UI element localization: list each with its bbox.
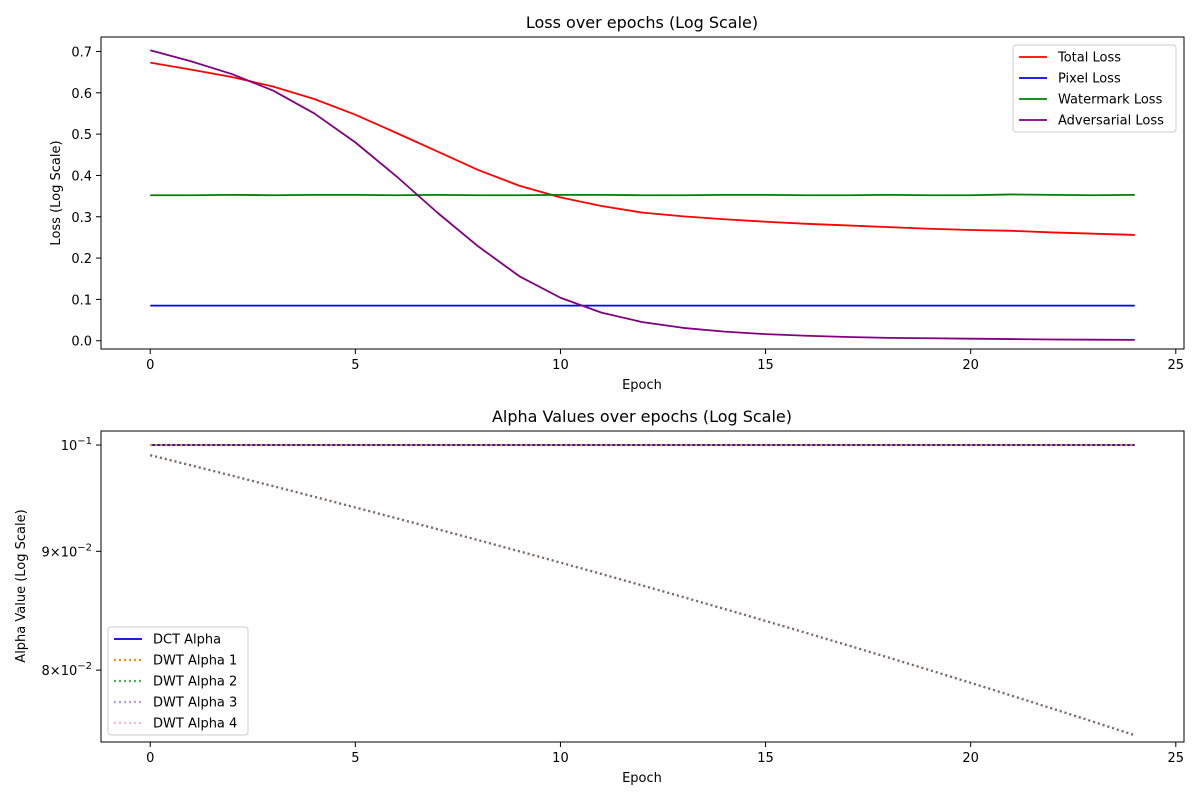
legend-entry: DWT Alpha 2 xyxy=(153,675,237,690)
y-tick-label: 0.4 xyxy=(71,169,92,184)
alpha-chart-lines xyxy=(149,443,1136,737)
loss-chart-title: Loss over epochs (Log Scale) xyxy=(526,13,758,32)
loss-chart-legend: Total Loss Pixel Loss Watermark Loss Advers… xyxy=(1012,44,1177,133)
alpha-chart-legend: DCT Alpha DWT Alpha 1 DWT Alpha 2 DWT Alpha… xyxy=(107,626,249,736)
alpha-chart-ylabel: Alpha Value (Log Scale) xyxy=(14,509,29,662)
y-tick-label: 0.0 xyxy=(71,335,92,350)
x-tick-label: 10 xyxy=(552,358,569,373)
legend-box xyxy=(107,626,249,736)
legend-box xyxy=(1012,44,1177,133)
series-line-0-3 xyxy=(149,49,1135,341)
alpha-chart-xticks: 0 5 10 15 20 25 xyxy=(146,742,1184,766)
legend-entry: DCT Alpha xyxy=(153,633,221,648)
x-tick-label: 0 xyxy=(146,751,154,766)
legend-entry: DWT Alpha 1 xyxy=(153,654,237,669)
y-tick-label: 10−1 xyxy=(61,436,92,454)
x-tick-label: 5 xyxy=(351,358,359,373)
y-tick-label: 0.1 xyxy=(71,293,92,308)
x-tick-label: 15 xyxy=(757,358,774,373)
loss-chart-xticks: 0 5 10 15 20 25 xyxy=(146,349,1184,373)
loss-chart-frame xyxy=(100,36,1185,350)
loss-chart-lines xyxy=(149,49,1135,341)
alpha-chart-xlabel: Epoch xyxy=(622,771,662,786)
legend-entry: Total Loss xyxy=(1057,51,1121,66)
x-tick-label: 25 xyxy=(1168,358,1185,373)
legend-entry: Pixel Loss xyxy=(1058,72,1121,87)
legend-entry: DWT Alpha 4 xyxy=(153,717,237,732)
x-tick-label: 15 xyxy=(757,751,774,766)
y-tick-label: 0.2 xyxy=(71,252,92,267)
legend-entry: Adversarial Loss xyxy=(1058,114,1164,129)
legend-entry: DWT Alpha 3 xyxy=(153,696,237,711)
alpha-chart: Alpha Values over epochs (Log Scale) Epo… xyxy=(14,407,1185,786)
y-tick-label: 0.3 xyxy=(71,211,92,226)
y-tick-label: 0.5 xyxy=(71,128,92,143)
series-line-0-0 xyxy=(150,61,1135,236)
series-line-0-2 xyxy=(150,193,1135,197)
x-tick-label: 20 xyxy=(962,358,979,373)
y-tick-label: 9×10−2 xyxy=(42,542,92,560)
legend-entry: Watermark Loss xyxy=(1058,93,1163,108)
loss-chart-ylabel: Loss (Log Scale) xyxy=(49,140,64,245)
x-tick-label: 25 xyxy=(1168,751,1185,766)
alpha-chart-title: Alpha Values over epochs (Log Scale) xyxy=(492,407,792,426)
alpha-chart-yticks: 8×10−2 9×10−2 10−1 xyxy=(42,436,101,679)
alpha-chart-frame xyxy=(100,430,1185,743)
y-tick-label: 0.7 xyxy=(71,45,92,60)
loss-chart-yticks: 0.0 0.1 0.2 0.3 0.4 0.5 0.6 0.7 xyxy=(71,45,101,350)
y-tick-label: 8×10−2 xyxy=(42,661,92,679)
x-tick-label: 20 xyxy=(962,751,979,766)
x-tick-label: 0 xyxy=(146,358,154,373)
y-tick-label: 0.6 xyxy=(71,87,92,102)
x-tick-label: 10 xyxy=(552,751,569,766)
series-line-1-5 xyxy=(149,454,1136,737)
x-tick-label: 5 xyxy=(351,751,359,766)
loss-chart: Loss over epochs (Log Scale) Epoch Loss … xyxy=(49,13,1185,393)
loss-chart-xlabel: Epoch xyxy=(622,378,662,393)
